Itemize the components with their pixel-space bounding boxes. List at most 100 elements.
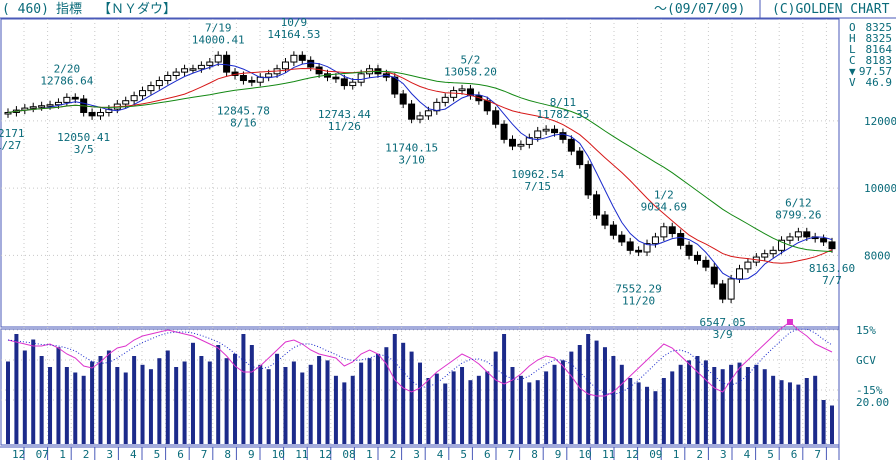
candle-up: [172, 71, 180, 76]
volume-bar: [594, 340, 599, 444]
osc-tick-label: 20.00: [856, 396, 889, 409]
candle-up: [189, 68, 197, 71]
candle-down: [584, 164, 592, 196]
volume-bar: [787, 382, 792, 444]
x-axis-label: 4: [437, 448, 444, 460]
ma-long-line: [7, 70, 833, 253]
x-axis-label: 8: [531, 448, 538, 460]
volume-bar: [443, 383, 448, 444]
ohlc-value: 8164: [866, 43, 893, 56]
annotation-sublabel: 3/5: [74, 143, 94, 156]
price-tick-label: 12000: [864, 115, 896, 128]
volume-bar: [325, 360, 330, 444]
volume-bar: [392, 334, 397, 444]
volume-bar: [90, 361, 95, 444]
candle-down: [239, 74, 247, 82]
volume-bar: [64, 367, 69, 444]
volume-bar: [476, 375, 481, 444]
x-axis-label: 3: [106, 448, 113, 460]
candle-up: [130, 95, 138, 102]
volume-bar: [518, 375, 523, 444]
price-axis: 8000 10000 12000: [864, 115, 896, 263]
volume-bar: [216, 345, 221, 444]
osc-tick-label: GCV: [856, 354, 876, 367]
ohlc-key: ▼: [849, 65, 856, 78]
volume-bar: [308, 364, 313, 444]
x-axis: 12 07 1 2 3 4 5 6 7 8 9 10 11 12 08 1 2 3 4 5 6 7 8 9 10 11 12 09 1 2…: [0, 446, 839, 460]
volume-bar: [703, 360, 708, 444]
candles: [4, 51, 836, 304]
candle-up: [736, 268, 744, 280]
annotation-sublabel: 14164.53: [267, 28, 320, 41]
volume-bar: [611, 356, 616, 444]
candle-down: [399, 93, 407, 105]
candle-up: [525, 137, 533, 145]
oscillator-peak-marker: [786, 319, 793, 325]
annotation-sublabel: 3/9: [713, 328, 733, 341]
annotation-sublabel: 11782.35: [536, 108, 589, 121]
volume-bar: [283, 367, 288, 444]
candle-up: [416, 115, 424, 120]
candle-up: [744, 261, 752, 270]
oscillator-line: [7, 321, 833, 397]
annotation-label: 11740.15: [385, 142, 438, 155]
volume-bar: [762, 369, 767, 444]
annotation-sublabel: 11/26: [328, 120, 361, 133]
volume-bar: [367, 358, 372, 444]
candle-down: [626, 241, 634, 251]
x-axis-label: 1: [366, 448, 373, 460]
oscillator-lines: [7, 319, 833, 397]
candle-down: [315, 66, 323, 75]
candle-up: [660, 226, 668, 238]
ohlc-value: 46.9: [866, 76, 893, 89]
candle-up: [122, 100, 130, 105]
header-copyright: (C)GOLDEN CHART: [772, 2, 890, 17]
volume-bar: [577, 345, 582, 444]
volume-bar: [375, 353, 380, 444]
moving-averages: [7, 62, 833, 281]
annotation-sublabel: 14000.41: [192, 34, 245, 47]
candle-down: [567, 138, 575, 152]
candle-down: [828, 241, 836, 250]
x-axis-label: 5: [460, 448, 467, 460]
volume-bar: [6, 361, 10, 444]
volume-bar: [510, 367, 515, 444]
volume-bar: [628, 378, 633, 444]
candle-down: [820, 238, 828, 243]
x-axis-label: 7: [508, 448, 515, 460]
volume-bar: [39, 356, 44, 444]
annotation-label: 12171: [0, 127, 25, 140]
annotation-label: 12050.41: [57, 131, 110, 144]
volume-bar: [73, 372, 78, 444]
header-date-range: ～(09/07/09): [654, 2, 745, 17]
volume-bar: [14, 334, 19, 444]
x-axis-label: 12: [12, 448, 25, 460]
volume-bar: [342, 382, 347, 444]
candle-up: [206, 61, 214, 66]
volume-bar: [350, 375, 355, 444]
volume-bar: [661, 378, 666, 444]
ohlc-value: 97.57: [859, 65, 892, 78]
volume-bar: [678, 364, 683, 444]
volume-bar: [821, 400, 826, 444]
volume-bar: [106, 350, 111, 444]
annotation-sublabel: 11/20: [622, 294, 655, 307]
x-axis-label: 7: [201, 448, 208, 460]
candle-down: [88, 111, 96, 117]
volume-bar: [207, 361, 212, 444]
volume-bar: [317, 356, 322, 444]
volume-bar: [670, 371, 675, 444]
annotation-label: 6547.05: [700, 316, 746, 329]
volume-bar: [527, 382, 532, 444]
volume-bar: [56, 347, 61, 444]
volume-bar: [266, 369, 271, 444]
candle-up: [349, 81, 357, 87]
annotation-label: 7/19: [205, 22, 232, 35]
candle-up: [54, 101, 62, 106]
candle-down: [601, 214, 609, 226]
candle-up: [643, 243, 651, 253]
ohlc-key: O: [849, 21, 856, 34]
annotation-label: 12743.44: [318, 108, 371, 121]
candle-up: [96, 111, 104, 117]
ohlc-key: V: [849, 76, 856, 89]
